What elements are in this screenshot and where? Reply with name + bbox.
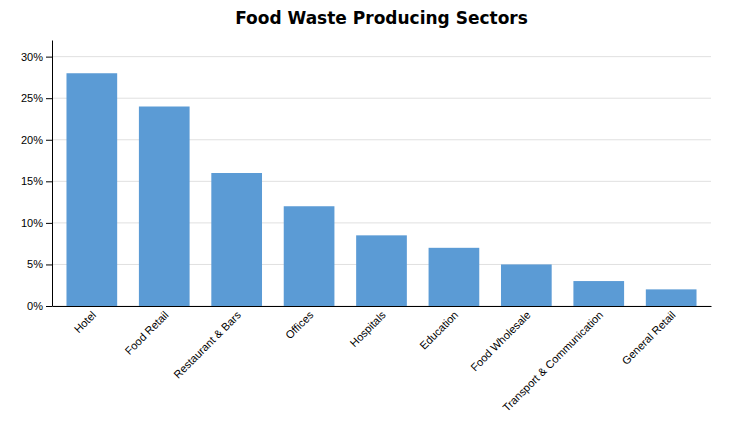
y-tick: 20% — [21, 134, 52, 146]
tick-mark — [46, 57, 52, 58]
bar — [356, 235, 407, 306]
x-axis: Hotel Food RetailRestaurant & Bars Offices… — [53, 307, 712, 414]
bar — [646, 289, 697, 306]
bar — [501, 264, 552, 306]
bar — [66, 73, 117, 306]
tick-label: Transport & Communication — [500, 309, 605, 414]
bar — [429, 248, 480, 306]
chart-container: 0% 5% 10% 15% 20% 25% 30% Hotel Food RetailResta… — [0, 0, 731, 424]
y-axis: 0% 5% 10% 15% 20% 25% 30% — [21, 41, 53, 313]
tick-mark — [46, 264, 52, 265]
tick-label: 25% — [21, 92, 43, 104]
tick-label: 15% — [21, 175, 43, 187]
y-tick: 10% — [21, 217, 52, 229]
bars — [66, 73, 696, 306]
plot: 0% 5% 10% 15% 20% 25% 30% Hotel Food RetailResta… — [21, 41, 712, 414]
tick-mark — [46, 140, 52, 141]
x-tick: Transport & Communication — [500, 309, 605, 414]
y-tick: 5% — [27, 258, 52, 270]
x-tick: Food Wholesale — [468, 309, 533, 374]
tick-label: Hospitals — [347, 308, 388, 349]
tick-mark — [46, 223, 52, 224]
y-tick: 15% — [21, 175, 52, 187]
tick-mark — [46, 181, 52, 182]
tick-label: 30% — [21, 51, 43, 63]
tick-label: Education — [417, 309, 460, 352]
title: Food Waste Producing Sectors — [235, 8, 528, 28]
x-tick: Restaurant & Bars — [171, 308, 243, 380]
bar — [573, 281, 624, 306]
x-tick: Education — [417, 309, 460, 352]
tick-label: Restaurant & Bars — [171, 308, 243, 380]
x-tick: Food Retail — [122, 309, 170, 357]
grid-line — [52, 56, 711, 57]
y-tick: 25% — [21, 92, 52, 104]
bar — [139, 107, 190, 307]
x-tick: General Retail — [619, 309, 677, 367]
tick-label: 0% — [27, 300, 43, 312]
bar — [211, 173, 262, 306]
tick-label: 10% — [21, 217, 43, 229]
y-tick: 0% — [27, 300, 52, 312]
tick-mark — [46, 98, 52, 99]
grid-line — [52, 98, 711, 99]
tick-label: Food Retail — [122, 309, 170, 357]
tick-label: 20% — [21, 134, 43, 146]
x-tick: Hospitals — [347, 308, 388, 349]
tick-label: 5% — [27, 258, 43, 270]
grid — [52, 57, 711, 306]
x-tick: Offices — [283, 308, 316, 341]
tick-label: Food Wholesale — [468, 309, 533, 374]
tick-label: Offices — [283, 308, 316, 341]
y-tick: 30% — [21, 51, 52, 63]
axis-line — [53, 306, 712, 307]
tick-mark — [46, 306, 52, 307]
tick-label: Hotel — [72, 309, 99, 336]
x-tick: Hotel — [72, 309, 99, 336]
tick-label: General Retail — [619, 309, 677, 367]
chart: 0% 5% 10% 15% 20% 25% 30% Hotel Food RetailResta… — [0, 0, 731, 424]
axis-line — [52, 41, 53, 307]
bar — [284, 206, 335, 306]
